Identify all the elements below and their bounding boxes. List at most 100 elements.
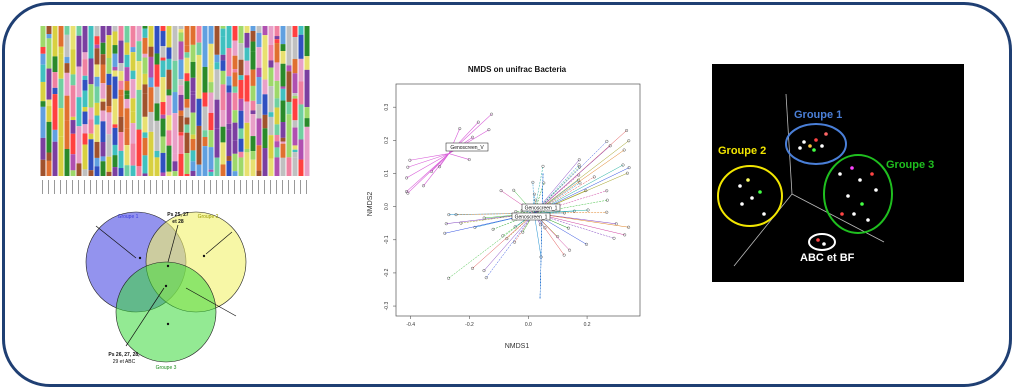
bar-segment <box>244 148 250 153</box>
bar-segment <box>112 70 118 77</box>
bar-segment <box>52 94 58 130</box>
venn-label-groupe3: Groupe 3 <box>156 365 177 371</box>
pca-plot: Groupe 1 Groupe 2 Groupe 3 ABC et BF <box>712 64 964 282</box>
bar-tick-label <box>300 180 301 194</box>
bar-segment <box>160 136 166 153</box>
bar-segment <box>226 92 232 124</box>
nmds-spider-line <box>534 176 595 214</box>
nmds-point <box>562 253 566 257</box>
bar-tick-label <box>264 180 265 194</box>
bar-segment <box>136 41 142 62</box>
pca-point <box>850 166 854 170</box>
bar-segment <box>256 170 262 176</box>
bar-segment <box>262 35 268 80</box>
bar-segment <box>268 116 274 136</box>
pca-point <box>762 212 766 216</box>
bar-segment <box>76 66 82 98</box>
nmds-spider-line <box>409 153 449 161</box>
bar-segment <box>298 159 304 176</box>
bar-segment <box>280 122 286 138</box>
bar-segment <box>88 107 94 120</box>
nmds-xlabel: NMDS1 <box>505 343 530 350</box>
bar-segment <box>142 155 148 174</box>
bar-segment <box>130 52 136 71</box>
bar-segment <box>94 166 100 176</box>
bar-segment <box>208 64 214 83</box>
bar-segment <box>232 69 238 73</box>
bar-segment <box>166 155 172 172</box>
bar-segment <box>70 49 76 75</box>
bar-segment <box>274 36 280 40</box>
bar-segment <box>280 157 286 176</box>
venn-dot <box>202 254 206 258</box>
bar-segment <box>268 67 274 87</box>
bar-segment <box>250 136 256 152</box>
bar-segment <box>70 133 76 155</box>
bar-segment <box>190 77 196 92</box>
bar-segment <box>178 29 184 33</box>
bar-segment <box>52 87 58 95</box>
bar-segment <box>94 157 100 167</box>
bar-segment <box>190 134 196 139</box>
bar-segment <box>124 98 130 109</box>
bar-segment <box>286 71 292 102</box>
bar-segment <box>256 118 262 146</box>
bar-segment <box>160 118 166 137</box>
bar-segment <box>250 30 256 42</box>
bar-segment <box>184 107 190 118</box>
nmds-point <box>476 120 480 124</box>
bar-segment <box>142 132 148 138</box>
bar-segment <box>136 166 142 176</box>
bar-segment <box>262 79 268 95</box>
pca-point <box>822 242 826 246</box>
nmds-point <box>482 269 486 273</box>
venn-right-leader <box>205 231 233 255</box>
bar-tick-label <box>168 180 169 194</box>
nmds-label-a: Genoscreen_V <box>450 145 484 151</box>
nmds-point <box>531 180 535 184</box>
bar-segment <box>82 133 88 145</box>
bar-tick-label <box>288 180 289 194</box>
bar-tick-label <box>108 180 109 194</box>
bar-segment <box>172 153 178 162</box>
bar-segment <box>100 64 106 84</box>
nmds-point <box>501 234 505 238</box>
bar-segment <box>280 141 286 144</box>
bar-segment <box>298 104 304 140</box>
bar-segment <box>100 54 106 65</box>
venn-dot <box>166 264 170 268</box>
bar-segment <box>160 77 166 103</box>
bar-segment <box>130 143 136 166</box>
nmds-xtick-label: 0.2 <box>584 322 591 328</box>
bar-segment <box>196 42 202 55</box>
bar-segment <box>130 79 136 99</box>
bar-segment <box>298 26 304 35</box>
nmds-spider-line <box>406 153 450 192</box>
bar-segment <box>214 54 220 63</box>
bar-segment <box>274 39 280 44</box>
bar-segment <box>106 156 112 172</box>
nmds-ytick-label: -0.2 <box>384 268 390 277</box>
bar-segment <box>226 85 232 93</box>
nmds-spider-line <box>406 153 450 179</box>
bar-segment <box>262 94 268 115</box>
bar-segment <box>178 32 184 42</box>
bar-segment <box>250 151 256 160</box>
pca-point <box>738 184 742 188</box>
bar-segment <box>304 56 310 70</box>
bar-segment <box>94 64 100 77</box>
bar-tick-label <box>180 180 181 194</box>
bar-segment <box>178 110 184 116</box>
bar-segment <box>130 70 136 80</box>
venn-dot <box>164 284 168 288</box>
bar-segment <box>58 53 64 60</box>
bar-segment <box>112 26 118 32</box>
bar-segment <box>268 135 274 159</box>
bar-segment <box>208 130 214 148</box>
bar-segment <box>76 126 82 164</box>
bar-segment <box>184 173 190 176</box>
bar-segment <box>130 111 136 124</box>
bar-segment <box>154 53 160 65</box>
nmds-point <box>471 266 475 270</box>
pca-point <box>840 212 844 216</box>
